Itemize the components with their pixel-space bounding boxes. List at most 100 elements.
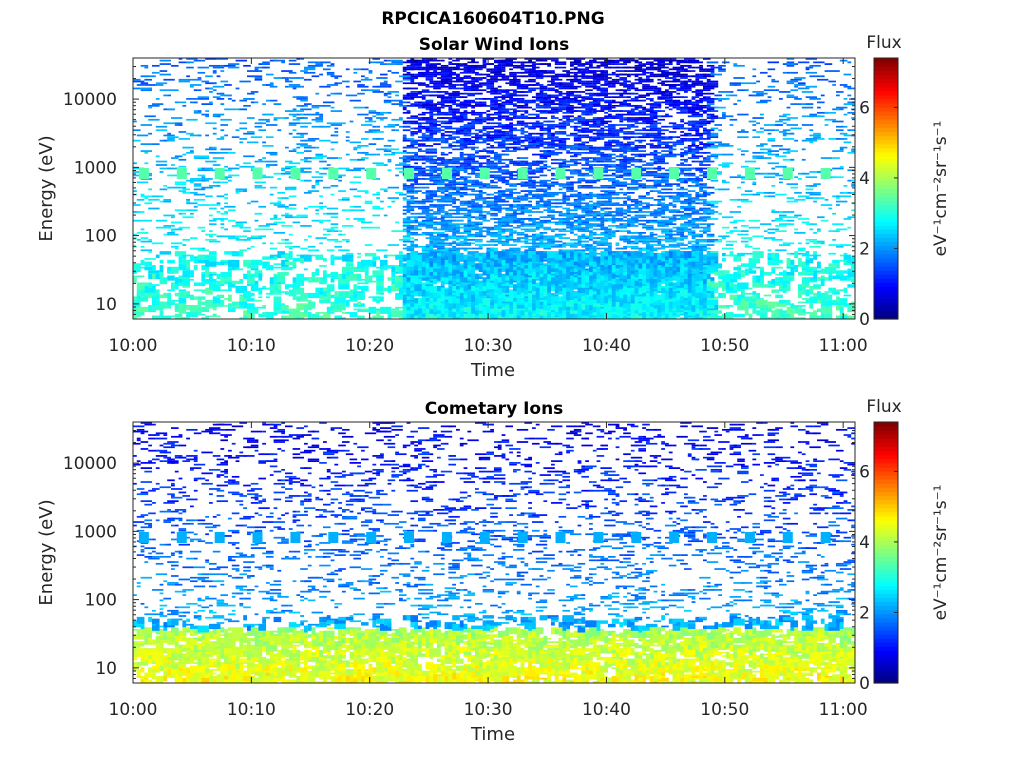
flux-cell — [429, 108, 441, 111]
flux-cell — [524, 235, 536, 238]
flux-cell — [216, 280, 221, 286]
flux-cell — [410, 188, 415, 191]
flux-cell — [250, 165, 255, 168]
flux-cell — [581, 167, 593, 170]
flux-cell — [516, 238, 521, 241]
flux-cell — [448, 209, 456, 212]
flux-cell — [406, 249, 415, 252]
flux-cell — [406, 202, 418, 205]
flux-cell — [539, 240, 544, 243]
flux-cell — [433, 143, 441, 145]
flux-cell — [429, 131, 437, 133]
flux-cell — [551, 108, 559, 111]
flux-cell — [452, 77, 456, 79]
flux-cell — [520, 98, 525, 100]
flux-cell — [558, 151, 563, 154]
flux-cell — [216, 202, 221, 205]
flux-cell — [190, 212, 194, 215]
flux-cell — [444, 113, 456, 116]
flux-cell — [254, 185, 263, 187]
flux-cell — [581, 127, 589, 130]
flux-cell — [490, 165, 494, 168]
flux-cell — [421, 198, 434, 201]
flux-cell — [190, 150, 194, 152]
flux-cell — [486, 244, 498, 246]
flux-cell — [467, 226, 479, 229]
flux-cell — [425, 129, 434, 132]
flux-cell — [345, 299, 350, 307]
flux-cell — [482, 284, 487, 292]
flux-cell — [585, 141, 589, 144]
flux-cell — [494, 64, 502, 67]
flux-cell — [478, 198, 487, 201]
flux-cell — [459, 77, 468, 79]
flux-cell — [220, 124, 228, 126]
flux-cell — [414, 226, 418, 229]
flux-cell — [171, 282, 175, 290]
flux-cell — [520, 129, 525, 132]
flux-cell — [186, 259, 190, 264]
flux-cell — [535, 120, 540, 123]
flux-cell — [478, 134, 491, 137]
flux-cell — [323, 273, 327, 281]
flux-cell — [440, 190, 449, 192]
flux-cell — [133, 233, 137, 236]
flux-cell — [406, 157, 415, 159]
flux-cell — [532, 225, 536, 227]
flux-cell — [197, 299, 202, 302]
flux-cell — [516, 61, 521, 64]
flux-cell — [231, 225, 244, 227]
flux-cell — [277, 275, 285, 283]
flux-cell — [201, 301, 206, 304]
flux-cell — [494, 202, 498, 205]
flux-cell — [205, 58, 217, 60]
flux-cell — [520, 219, 525, 222]
flux-cell — [513, 232, 517, 234]
flux-cell — [516, 164, 529, 166]
flux-cell — [266, 73, 274, 76]
flux-cell — [239, 141, 244, 144]
flux-cell — [490, 232, 494, 234]
flux-cell — [307, 61, 320, 64]
flux-cell — [414, 218, 418, 220]
flux-cell — [528, 312, 532, 316]
flux-cell — [330, 230, 335, 232]
flux-cell — [247, 247, 251, 250]
flux-cell — [570, 171, 574, 173]
flux-cell — [178, 226, 190, 229]
flux-cell — [402, 317, 411, 319]
flux-cell — [497, 160, 502, 163]
flux-cell — [516, 221, 521, 224]
flux-cell — [577, 110, 586, 112]
flux-cell — [334, 308, 339, 313]
flux-cell — [452, 191, 464, 194]
flux-cell — [258, 306, 266, 309]
flux-cell — [372, 207, 384, 210]
flux-cell — [459, 202, 464, 205]
flux-cell — [577, 80, 586, 83]
flux-cell — [167, 266, 171, 271]
flux-cell — [410, 292, 415, 295]
flux-cell — [494, 214, 498, 217]
flux-cell — [144, 258, 156, 260]
flux-cell — [528, 191, 532, 194]
flux-cell — [410, 61, 422, 64]
flux-cell — [551, 172, 555, 175]
flux-cell — [285, 80, 293, 83]
flux-cell — [247, 141, 259, 144]
flux-cell — [539, 272, 548, 278]
flux-cell — [429, 240, 434, 243]
flux-cell — [433, 238, 445, 241]
flux-cell — [501, 75, 510, 78]
flux-cell — [478, 73, 483, 76]
flux-cell — [520, 145, 529, 147]
flux-cell — [509, 299, 513, 307]
flux-cell — [380, 200, 384, 203]
flux-cell — [167, 136, 179, 139]
flux-cell — [262, 61, 270, 64]
flux-cell — [448, 225, 460, 227]
flux-cell — [478, 82, 491, 85]
flux-cell — [307, 292, 320, 299]
flux-cell — [478, 115, 483, 118]
flux-cell — [562, 218, 574, 220]
